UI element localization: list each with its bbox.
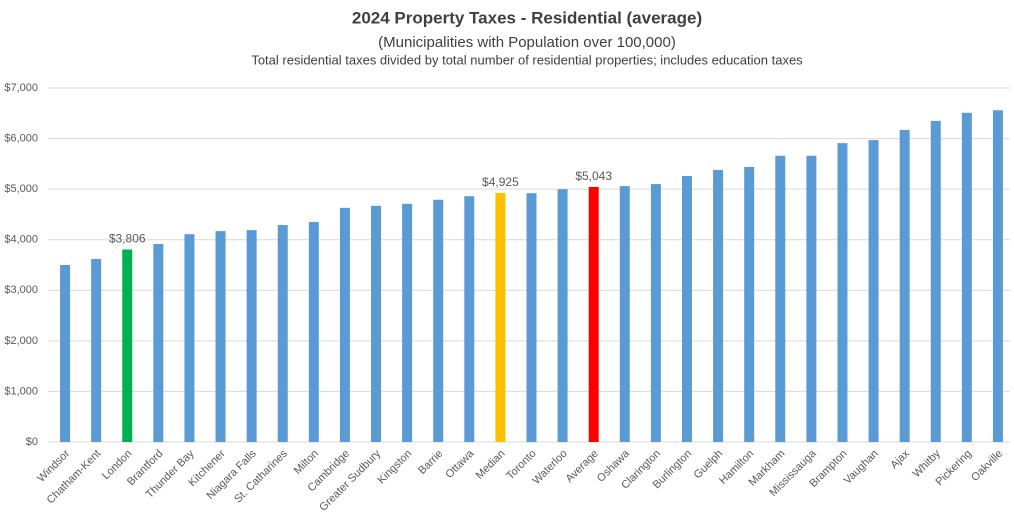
bar — [60, 265, 71, 442]
chart-title: 2024 Property Taxes - Residential (avera… — [352, 8, 702, 27]
bar — [215, 231, 226, 442]
y-tick-label: $1,000 — [4, 385, 38, 397]
bar — [650, 184, 661, 443]
bar — [557, 189, 568, 442]
bar — [308, 222, 319, 442]
bar — [930, 120, 941, 442]
y-tick-label: $4,000 — [4, 234, 38, 246]
value-label: $5,043 — [575, 169, 612, 183]
bar — [775, 155, 786, 442]
bar — [122, 249, 133, 442]
bar — [277, 225, 288, 442]
bar — [339, 207, 350, 442]
bar — [433, 199, 444, 442]
bar — [153, 244, 164, 442]
bar — [744, 166, 755, 443]
bar — [495, 192, 506, 442]
y-tick-label: $3,000 — [4, 284, 38, 296]
bar — [868, 140, 879, 443]
bar — [713, 169, 724, 442]
bar — [961, 112, 972, 442]
y-tick-label: $0 — [26, 436, 38, 448]
value-label: $4,925 — [482, 175, 519, 189]
y-tick-label: $6,000 — [4, 132, 38, 144]
bar — [837, 143, 848, 442]
bar — [91, 258, 102, 442]
bar — [619, 186, 630, 442]
bar — [184, 234, 195, 442]
bar — [806, 155, 817, 442]
value-label: $3,806 — [109, 232, 146, 246]
y-tick-label: $5,000 — [4, 183, 38, 195]
chart-subtitle: (Municipalities with Population over 100… — [378, 34, 676, 51]
bar — [681, 175, 692, 442]
bar — [899, 129, 910, 442]
bar — [464, 196, 475, 442]
bar — [588, 186, 599, 442]
bar — [246, 230, 257, 442]
chart-note: Total residential taxes divided by total… — [251, 52, 803, 67]
bar — [526, 193, 537, 442]
y-tick-label: $2,000 — [4, 335, 38, 347]
bar — [371, 205, 382, 442]
y-tick-label: $7,000 — [4, 82, 38, 94]
bar — [402, 203, 413, 442]
bar — [992, 110, 1003, 442]
